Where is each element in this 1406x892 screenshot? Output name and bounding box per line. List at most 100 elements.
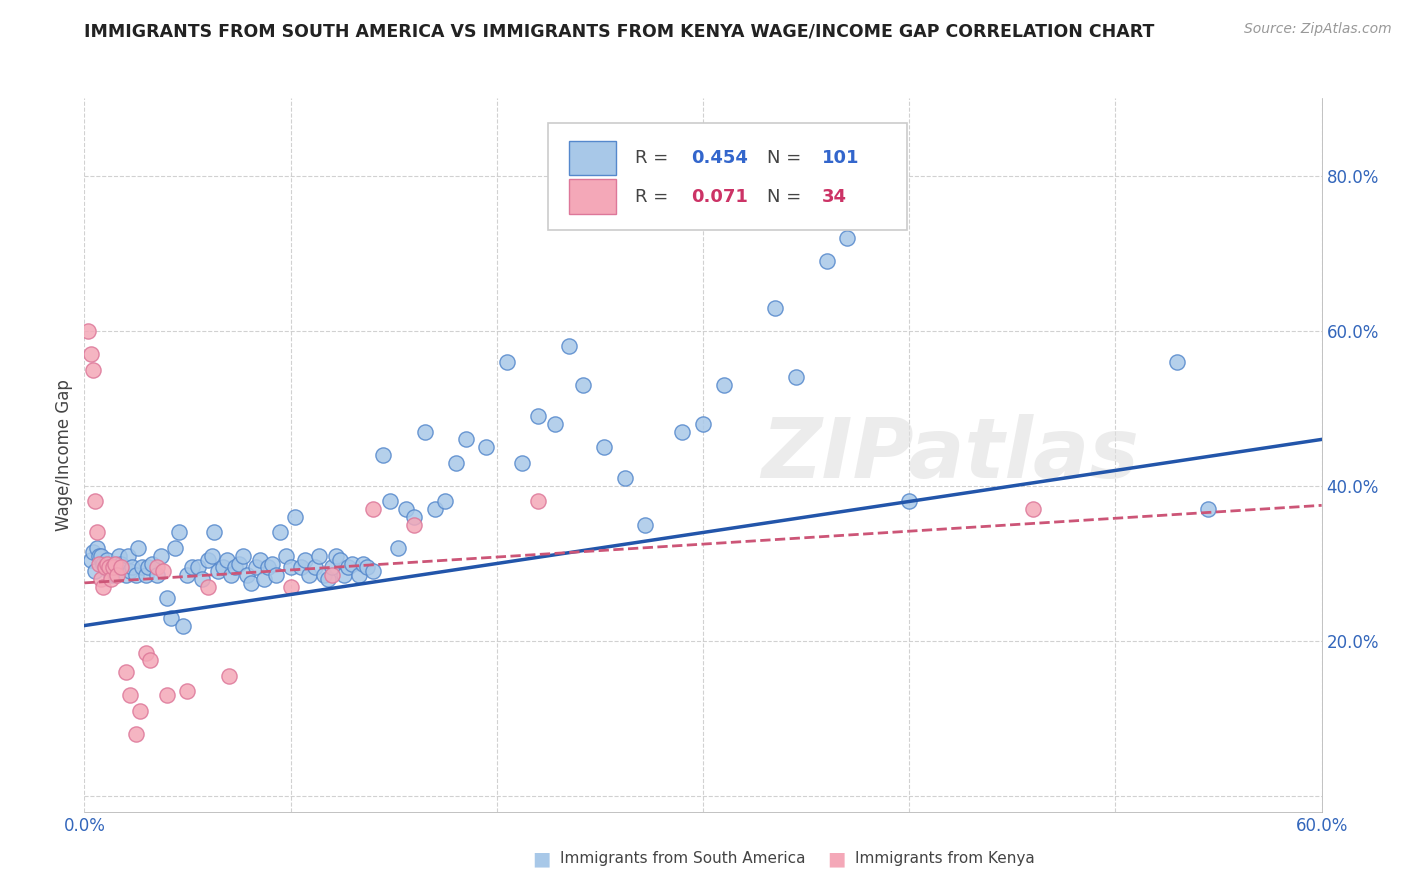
Point — [378, 494, 401, 508]
Point — [284, 510, 307, 524]
Point — [815, 254, 838, 268]
FancyBboxPatch shape — [569, 141, 616, 175]
Point — [202, 525, 225, 540]
Text: IMMIGRANTS FROM SOUTH AMERICA VS IMMIGRANTS FROM KENYA WAGE/INCOME GAP CORRELATI: IMMIGRANTS FROM SOUTH AMERICA VS IMMIGRA… — [84, 22, 1154, 40]
Point — [201, 549, 224, 563]
Point — [671, 425, 693, 439]
Point — [572, 378, 595, 392]
Point — [160, 611, 183, 625]
Point — [103, 560, 125, 574]
Point — [224, 560, 246, 574]
Point — [118, 689, 141, 703]
Point — [634, 517, 657, 532]
Point — [114, 568, 136, 582]
Text: R =: R = — [636, 187, 673, 205]
Text: N =: N = — [768, 149, 807, 167]
Point — [361, 564, 384, 578]
Point — [105, 568, 128, 582]
Text: Immigrants from South America: Immigrants from South America — [560, 852, 806, 866]
Point — [90, 572, 112, 586]
Point — [165, 541, 187, 555]
Point — [145, 568, 167, 582]
Point — [316, 572, 339, 586]
Point — [91, 580, 114, 594]
Point — [264, 568, 287, 582]
Point — [423, 502, 446, 516]
Point — [135, 646, 157, 660]
Point — [211, 560, 233, 574]
Point — [321, 560, 343, 574]
Text: ■: ■ — [827, 849, 846, 869]
Point — [298, 568, 321, 582]
Point — [413, 425, 436, 439]
Point — [308, 549, 330, 563]
Point — [139, 653, 162, 667]
Text: 0.454: 0.454 — [690, 149, 748, 167]
Point — [86, 541, 108, 555]
Point — [187, 560, 209, 574]
Point — [94, 560, 117, 574]
Point — [404, 510, 426, 524]
Point — [475, 440, 498, 454]
Point — [294, 552, 316, 566]
Point — [172, 618, 194, 632]
Point — [257, 560, 280, 574]
Point — [191, 572, 214, 586]
Point — [527, 409, 550, 424]
Point — [141, 557, 163, 571]
Point — [167, 525, 190, 540]
Text: N =: N = — [768, 187, 807, 205]
Point — [131, 560, 153, 574]
Point — [387, 541, 409, 555]
Point — [90, 549, 112, 563]
FancyBboxPatch shape — [548, 123, 907, 230]
Point — [342, 557, 364, 571]
Point — [125, 568, 148, 582]
Point — [219, 568, 242, 582]
Point — [510, 456, 533, 470]
Point — [145, 560, 167, 574]
Point — [82, 545, 104, 559]
Point — [245, 560, 267, 574]
Point — [79, 552, 101, 566]
Point — [77, 324, 100, 338]
Point — [176, 684, 198, 698]
Point — [96, 552, 118, 566]
Point — [110, 560, 132, 574]
Point — [98, 560, 121, 574]
Point — [1022, 502, 1045, 516]
Point — [321, 568, 343, 582]
Point — [156, 689, 179, 703]
Point — [207, 564, 229, 578]
Point — [260, 557, 283, 571]
Point — [100, 572, 122, 586]
Point — [276, 549, 298, 563]
Point — [197, 580, 219, 594]
Point — [304, 560, 326, 574]
Point — [434, 494, 457, 508]
Text: 0.071: 0.071 — [690, 187, 748, 205]
Point — [692, 417, 714, 431]
Point — [121, 560, 143, 574]
Point — [108, 549, 131, 563]
Point — [110, 557, 132, 571]
Point — [136, 560, 159, 574]
Point — [837, 231, 859, 245]
Point — [228, 557, 250, 571]
Point — [180, 560, 202, 574]
Point — [496, 355, 519, 369]
Point — [100, 568, 122, 582]
Point — [215, 552, 238, 566]
Point — [329, 552, 352, 566]
Point — [454, 433, 477, 447]
Point — [558, 339, 581, 353]
Point — [1197, 502, 1219, 516]
Point — [86, 525, 108, 540]
Point — [395, 502, 418, 516]
Text: Immigrants from Kenya: Immigrants from Kenya — [855, 852, 1035, 866]
Point — [98, 564, 121, 578]
Point — [352, 557, 374, 571]
Point — [713, 378, 735, 392]
Text: 34: 34 — [821, 187, 846, 205]
Point — [79, 347, 101, 361]
